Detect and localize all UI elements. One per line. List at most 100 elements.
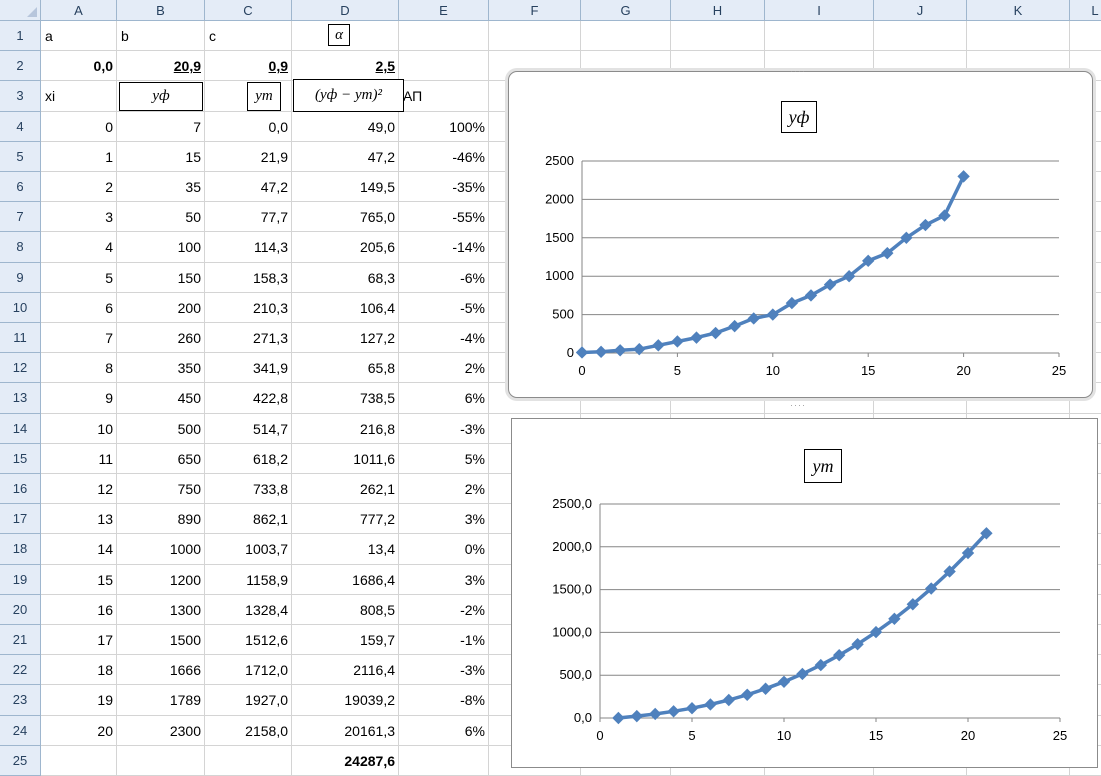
cell-xi[interactable]: 0 bbox=[105, 118, 113, 135]
cell-yf[interactable]: 100 bbox=[177, 239, 201, 256]
column-header-j[interactable]: J bbox=[874, 0, 967, 21]
cell-xi[interactable]: 19 bbox=[97, 692, 113, 709]
row-header-2[interactable]: 2 bbox=[0, 51, 41, 82]
cell-yf[interactable]: 2300 bbox=[169, 722, 201, 739]
cell-yf[interactable]: 15 bbox=[185, 148, 201, 165]
cell-xi[interactable]: 7 bbox=[105, 330, 113, 346]
cell-squared-diff[interactable]: 808,5 bbox=[359, 601, 395, 618]
cell-xi[interactable]: 16 bbox=[97, 601, 113, 618]
cell-yt[interactable]: 618,2 bbox=[252, 450, 288, 467]
cell-yf[interactable]: 50 bbox=[185, 209, 201, 226]
cell-ap[interactable]: 100% bbox=[449, 118, 485, 135]
cell-squared-diff[interactable]: 205,6 bbox=[359, 239, 395, 256]
cell-squared-diff[interactable]: 149,5 bbox=[359, 179, 395, 195]
cell-yf[interactable]: 1789 bbox=[169, 692, 201, 709]
cell-yf[interactable]: 350 bbox=[177, 360, 201, 377]
cell-d1-alpha[interactable]: α bbox=[328, 24, 350, 46]
cell-yf[interactable]: 890 bbox=[177, 511, 201, 528]
cell-yt[interactable]: 733,8 bbox=[252, 481, 288, 497]
cell-ap[interactable]: -55% bbox=[452, 209, 485, 226]
cell-yt[interactable]: 21,9 bbox=[260, 148, 288, 165]
cell-squared-diff[interactable]: 765,0 bbox=[359, 209, 395, 226]
cell-squared-diff[interactable]: 19039,2 bbox=[344, 692, 395, 709]
row-header-15[interactable]: 15 bbox=[0, 443, 41, 474]
cell-xi[interactable]: 3 bbox=[105, 209, 113, 226]
row-header-19[interactable]: 19 bbox=[0, 564, 41, 595]
cell-ap[interactable]: -8% bbox=[460, 692, 485, 709]
row-header-20[interactable]: 20 bbox=[0, 594, 41, 625]
cell-squared-diff[interactable]: 738,5 bbox=[359, 390, 395, 407]
cell-xi[interactable]: 4 bbox=[105, 239, 113, 256]
cell-c3-yt-header[interactable]: yт bbox=[247, 82, 281, 111]
cell-yt[interactable]: 47,2 bbox=[260, 179, 288, 195]
cell-yf[interactable]: 650 bbox=[177, 450, 201, 467]
cell-ap[interactable]: -3% bbox=[460, 420, 485, 437]
cell-squared-diff[interactable]: 49,0 bbox=[367, 118, 395, 135]
chart-resize-handle[interactable]: ···· bbox=[790, 400, 806, 410]
cell-squared-diff[interactable]: 13,4 bbox=[367, 541, 395, 558]
cell-ap[interactable]: 3% bbox=[464, 511, 485, 528]
chart-yf[interactable]: yф 0 500 1000 1500 2000 2500 0 5 10 15 20 25 bbox=[508, 71, 1093, 398]
row-header-16[interactable]: 16 bbox=[0, 474, 41, 505]
cell-yt[interactable]: 1927,0 bbox=[245, 692, 288, 709]
cell-yf[interactable]: 1666 bbox=[169, 662, 201, 679]
cell-ap[interactable]: -35% bbox=[452, 179, 485, 195]
cell-squared-diff[interactable]: 159,7 bbox=[359, 632, 395, 648]
cell-yt[interactable]: 0,0 bbox=[268, 118, 288, 135]
cell-squared-diff[interactable]: 1011,6 bbox=[353, 450, 395, 467]
cell-xi[interactable]: 11 bbox=[98, 450, 113, 467]
column-header-h[interactable]: H bbox=[671, 0, 765, 21]
cell-squared-diff[interactable]: 20161,3 bbox=[344, 722, 395, 739]
cell-yf[interactable]: 1500 bbox=[169, 632, 201, 648]
cell-yf[interactable]: 260 bbox=[177, 330, 201, 346]
cell-yt[interactable]: 2158,0 bbox=[245, 722, 288, 739]
row-header-3[interactable]: 3 bbox=[0, 81, 41, 112]
cell-yt[interactable]: 422,8 bbox=[252, 390, 288, 407]
cell-d3-squared-diff-header[interactable]: (yф − yт)² bbox=[293, 79, 404, 112]
row-header-17[interactable]: 17 bbox=[0, 504, 41, 535]
cell-yt[interactable]: 862,1 bbox=[252, 511, 288, 528]
column-header-g[interactable]: G bbox=[581, 0, 671, 21]
cell-d2[interactable]: 2,5 bbox=[375, 58, 395, 75]
column-header-l[interactable]: L bbox=[1070, 0, 1101, 21]
row-header-4[interactable]: 4 bbox=[0, 111, 41, 142]
cell-ap[interactable]: 5% bbox=[464, 450, 485, 467]
cell-squared-diff[interactable]: 65,8 bbox=[367, 360, 395, 377]
cell-squared-diff[interactable]: 2116,4 bbox=[353, 662, 395, 679]
chart-yt[interactable]: yт 0,0 500,0 1000,0 1500,0 2000,0 2500,0 0 5 10 15… bbox=[511, 418, 1098, 768]
cell-b3-yf-header[interactable]: yф bbox=[119, 82, 203, 111]
cell-b2[interactable]: 20,9 bbox=[173, 58, 201, 75]
cell-c1[interactable]: c bbox=[209, 28, 216, 44]
cell-a3[interactable]: xi bbox=[45, 88, 56, 105]
column-header-c[interactable]: C bbox=[205, 0, 292, 21]
cell-squared-diff[interactable]: 1686,4 bbox=[352, 571, 395, 588]
cell-ap[interactable]: -5% bbox=[460, 299, 485, 316]
cell-ap[interactable]: 6% bbox=[464, 390, 485, 407]
cell-ap[interactable]: 0% bbox=[464, 541, 485, 558]
row-header-1[interactable]: 1 bbox=[0, 21, 41, 52]
cell-yf[interactable]: 35 bbox=[185, 179, 201, 195]
cell-squared-diff[interactable]: 47,2 bbox=[367, 148, 395, 165]
cell-squared-diff[interactable]: 262,1 bbox=[359, 481, 395, 497]
cell-yf[interactable]: 150 bbox=[177, 269, 201, 286]
cell-squared-diff[interactable]: 127,2 bbox=[359, 330, 395, 346]
row-header-23[interactable]: 23 bbox=[0, 685, 41, 716]
column-header-b[interactable]: B bbox=[117, 0, 205, 21]
cell-xi[interactable]: 2 bbox=[105, 179, 113, 195]
row-header-5[interactable]: 5 bbox=[0, 141, 41, 172]
cell-yt[interactable]: 341,9 bbox=[252, 360, 288, 377]
cell-e3[interactable]: АП bbox=[403, 88, 423, 105]
row-header-14[interactable]: 14 bbox=[0, 413, 41, 444]
row-header-24[interactable]: 24 bbox=[0, 715, 41, 746]
row-header-22[interactable]: 22 bbox=[0, 655, 41, 686]
cell-yf[interactable]: 450 bbox=[177, 390, 201, 407]
row-header-7[interactable]: 7 bbox=[0, 202, 41, 233]
cell-yt[interactable]: 1712,0 bbox=[245, 662, 288, 679]
cell-ap[interactable]: -4% bbox=[460, 330, 485, 346]
cell-yf[interactable]: 1000 bbox=[169, 541, 201, 558]
row-header-9[interactable]: 9 bbox=[0, 262, 41, 293]
cell-xi[interactable]: 8 bbox=[105, 360, 113, 377]
cell-xi[interactable]: 1 bbox=[105, 148, 113, 165]
cell-yt[interactable]: 271,3 bbox=[252, 330, 288, 346]
column-header-e[interactable]: E bbox=[399, 0, 489, 21]
